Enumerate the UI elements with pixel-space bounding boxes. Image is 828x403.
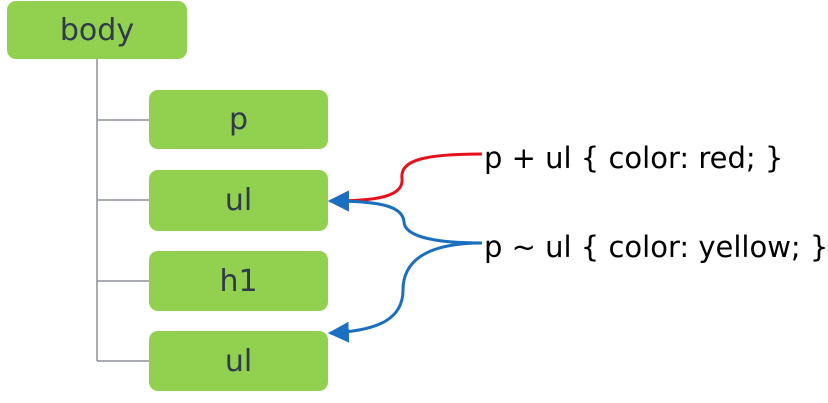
general-sibling-arrow-first (327, 190, 483, 245)
node-h1: h1 (149, 251, 328, 311)
adjacent-sibling-arrow (327, 152, 483, 212)
adjacent-sibling-rule: p + ul { color: red; } (484, 141, 784, 175)
node-ul-second: ul (149, 331, 328, 391)
node-ul-first: ul (149, 170, 328, 231)
general-sibling-arrow-second (327, 241, 483, 343)
general-sibling-rule: p ~ ul { color: yellow; } (484, 230, 828, 264)
node-body: body (7, 1, 187, 59)
node-p: p (149, 90, 328, 149)
